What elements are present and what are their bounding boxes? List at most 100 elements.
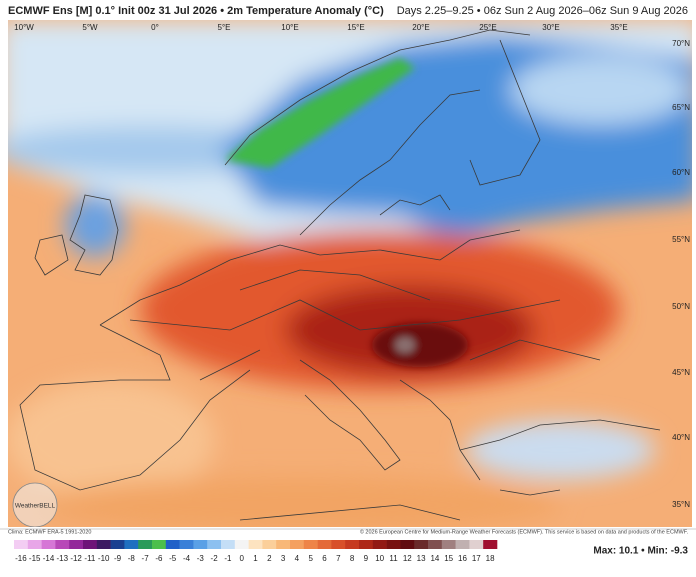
colorbar-cell <box>248 540 263 549</box>
colorbar-cell <box>27 540 42 549</box>
latitude-labels: 70°N 65°N 60°N 55°N 50°N 45°N 40°N 35°N <box>672 39 690 509</box>
longitude-label: 15°E <box>347 23 364 32</box>
colorbar-cell <box>41 540 56 549</box>
colorbar-cell <box>441 540 456 549</box>
colorbar-label: 17 <box>472 554 481 563</box>
colorbar-label: -4 <box>183 554 191 563</box>
colorbar-label: 7 <box>336 554 341 563</box>
title: ECMWF Ens [M] 0.1° Init 00z 31 Jul 2026 … <box>8 5 384 17</box>
longitude-label: 25°E <box>479 23 496 32</box>
colorbar-label: 9 <box>364 554 369 563</box>
colorbar-cell <box>290 540 305 549</box>
longitude-label: 5°W <box>82 23 98 32</box>
colorbar-cell <box>207 540 222 549</box>
colorbar-label: -9 <box>114 554 122 563</box>
colorbar-label: -12 <box>70 554 82 563</box>
colorbar-cell <box>83 540 98 549</box>
colorbar-cell <box>276 540 291 549</box>
colorbar-label: -3 <box>197 554 205 563</box>
colorbar-cell <box>138 540 153 549</box>
colorbar-cell <box>165 540 180 549</box>
colorbar-label: 5 <box>308 554 313 563</box>
logo-badge <box>12 482 58 527</box>
colorbar-cell <box>483 540 498 549</box>
colorbar-cell <box>234 540 249 549</box>
colorbar-cell <box>386 540 401 549</box>
colorbar-cell <box>179 540 194 549</box>
colorbar-label: 12 <box>403 554 412 563</box>
latitude-label: 40°N <box>672 433 690 442</box>
colorbar-cell <box>345 540 360 549</box>
colorbar-cell <box>372 540 387 549</box>
longitude-label: 35°E <box>610 23 627 32</box>
colorbar-label: 15 <box>444 554 453 563</box>
colorbar-cell <box>69 540 84 549</box>
latitude-label: 45°N <box>672 368 690 377</box>
longitude-label: 5°E <box>218 23 231 32</box>
colorbar-label: 16 <box>458 554 467 563</box>
colorbar-cell <box>55 540 70 549</box>
colorbar-label: 18 <box>486 554 495 563</box>
colorbar-cell <box>331 540 346 549</box>
colorbar-cell <box>110 540 125 549</box>
colorbar-label: 2 <box>267 554 272 563</box>
colorbar-label: -5 <box>169 554 177 563</box>
colorbar-cell <box>193 540 208 549</box>
colorbar-label: -15 <box>29 554 41 563</box>
valid-time: Days 2.25–9.25 • 06z Sun 2 Aug 2026–06z … <box>397 5 688 17</box>
colorbar-cell <box>14 540 29 549</box>
colorbar-cell <box>469 540 484 549</box>
colorbar-label: 8 <box>350 554 355 563</box>
colorbar-label: 13 <box>417 554 426 563</box>
latitude-label: 70°N <box>672 39 690 48</box>
colorbar-cell <box>262 540 277 549</box>
logo: WeatherBELL <box>15 503 56 510</box>
colorbar-label: -13 <box>57 554 69 563</box>
clima: Clima: ECMWF ERA-5 1991-2020 <box>8 529 91 535</box>
latitude-label: 50°N <box>672 302 690 311</box>
colorbar: -16 -15 -14 -13 -12 -11 -10 -9 -8 -7 -6 -5 -4 -3 -2 -1 0… <box>14 540 498 563</box>
longitude-label: 10°W <box>14 23 34 32</box>
colorbar-cell <box>152 540 167 549</box>
colorbar-label: -10 <box>98 554 110 563</box>
longitude-label: 20°E <box>412 23 429 32</box>
colorbar-cell <box>317 540 332 549</box>
colorbar-label: -1 <box>224 554 232 563</box>
colorbar-cell <box>414 540 429 549</box>
colorbar-label: -8 <box>128 554 136 563</box>
latitude-label: 55°N <box>672 235 690 244</box>
colorbar-label: 6 <box>322 554 327 563</box>
copyright: © 2026 European Centre for Medium-Range … <box>360 528 689 535</box>
latitude-label: 60°N <box>672 168 690 177</box>
latitude-label: 65°N <box>672 103 690 112</box>
longitude-label: 0° <box>151 23 159 32</box>
colorbar-cell <box>124 540 139 549</box>
colorbar-label: 0 <box>239 554 244 563</box>
longitude-labels: 10°W 5°W 0° 5°E 10°E 15°E 20°E 25°E 30°E 35°E <box>14 23 628 32</box>
colorbar-cell <box>428 540 443 549</box>
colorbar-label: 1 <box>253 554 258 563</box>
colorbar-label: -14 <box>43 554 55 563</box>
colorbar-cell <box>455 540 470 549</box>
colorbar-label: -11 <box>84 554 96 563</box>
latitude-label: 35°N <box>672 500 690 509</box>
colorbar-cell <box>400 540 415 549</box>
colorbar-cell <box>359 540 374 549</box>
colorbar-label: -16 <box>15 554 27 563</box>
stats: Max: 10.1 • Min: -9.3 <box>593 546 688 557</box>
colorbar-label: -6 <box>155 554 163 563</box>
map: WeatherBELL <box>8 20 692 527</box>
colorbar-label: 14 <box>430 554 439 563</box>
colorbar-cell <box>96 540 111 549</box>
longitude-label: 10°E <box>281 23 298 32</box>
colorbar-label: 3 <box>281 554 286 563</box>
longitude-label: 30°E <box>542 23 559 32</box>
colorbar-label: -2 <box>211 554 219 563</box>
colorbar-label: 4 <box>295 554 300 563</box>
colorbar-label: -7 <box>142 554 150 563</box>
colorbar-label: 11 <box>389 554 398 563</box>
colorbar-label: 10 <box>375 554 384 563</box>
colorbar-cell <box>303 540 318 549</box>
colorbar-cell <box>221 540 236 549</box>
